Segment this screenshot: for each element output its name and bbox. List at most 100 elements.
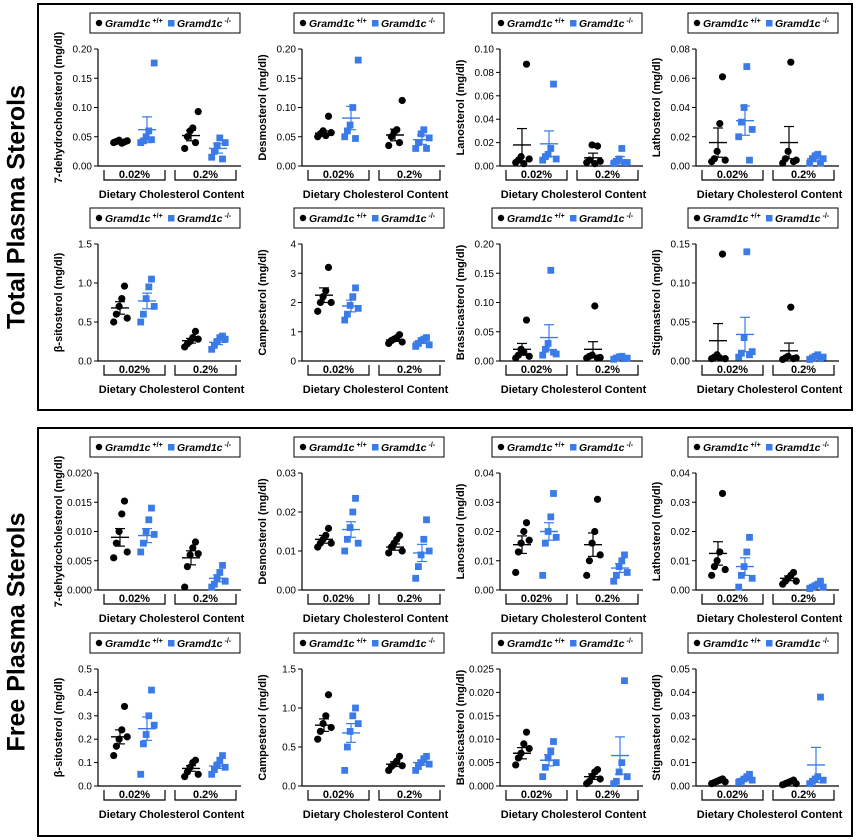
data-point-ko: [544, 754, 552, 762]
category-label: 0.02%: [119, 789, 150, 801]
legend-marker-wt: [497, 19, 505, 27]
legend-box: [89, 436, 241, 458]
legend-marker-ko: [372, 640, 379, 647]
y-tick-label: 0: [290, 357, 296, 368]
data-point-ko: [748, 776, 756, 784]
data-point-wt: [517, 153, 525, 161]
data-point-wt: [191, 756, 200, 764]
y-axis-label: 7-dehydrocholesterol (mg/dl): [53, 455, 65, 607]
legend-superscript: +/+: [153, 213, 163, 220]
x-axis-label: Dietary Cholesterol Content: [501, 809, 647, 821]
data-point-ko: [148, 686, 155, 694]
data-point-ko: [354, 539, 362, 547]
data-point-ko: [349, 104, 357, 111]
data-point-ko: [341, 547, 349, 555]
data-point-ko: [814, 773, 822, 781]
legend-superscript: -/-: [823, 213, 830, 220]
data-point-ko: [140, 137, 147, 145]
legend-marker-wt: [693, 214, 701, 222]
data-point-ko: [341, 767, 349, 774]
legend-box: [687, 632, 839, 654]
y-axis-label: Lathosterol (mg/dl): [651, 57, 663, 157]
chart-15: Gramd1c +/+ Gramd1c -/- 0.000 0.005 0.010 0.015…: [455, 632, 647, 821]
data-point-ko: [412, 145, 420, 152]
data-point-wt: [194, 550, 202, 558]
data-point-wt: [115, 527, 123, 536]
data-point-ko: [352, 284, 359, 292]
data-point-ko: [208, 770, 216, 778]
category-label: 0.2%: [193, 593, 218, 605]
data-point-ko: [746, 770, 753, 778]
y-tick-label: 0.02: [277, 508, 297, 519]
legend-box: [293, 12, 445, 34]
legend-label: Gramd1c -/-: [775, 442, 830, 454]
data-point-wt: [194, 770, 202, 778]
data-point-ko: [420, 535, 428, 543]
y-tick-label: 0.00: [671, 162, 691, 173]
data-point-ko: [539, 571, 547, 579]
legend-marker-wt: [299, 19, 307, 27]
legend-marker-wt: [497, 639, 505, 647]
section-title-total: Total Plasma Sterols: [2, 84, 31, 330]
category-bracket: [103, 365, 166, 376]
data-point-ko: [425, 134, 433, 142]
data-point-ko: [738, 349, 745, 357]
y-tick-label: 0.005: [67, 556, 92, 567]
chart-2: Gramd1c +/+ Gramd1c -/- 0.00 0.05 0.10 0.15 0.20…: [257, 12, 449, 201]
data-point-ko: [341, 316, 349, 324]
legend-label: Gramd1c -/-: [579, 18, 634, 30]
data-point-wt: [512, 761, 520, 769]
y-tick-label: 0.02: [671, 527, 691, 538]
category-label: 0.02%: [323, 169, 354, 181]
data-point-ko: [542, 763, 549, 771]
y-tick-label: 0.0: [78, 782, 92, 793]
data-point-ko: [425, 341, 433, 349]
y-tick-label: 0.000: [469, 782, 494, 793]
data-point-wt: [522, 519, 531, 527]
data-point-ko: [349, 712, 357, 720]
data-point-ko: [150, 721, 158, 729]
y-axis-label: Lanosterol (mg/dl): [455, 483, 467, 579]
y-tick-label: 0.00: [475, 357, 495, 368]
legend-marker-ko: [168, 444, 175, 451]
data-point-wt: [713, 147, 721, 155]
legend-superscript: +/+: [751, 213, 761, 220]
y-tick-label: 0.05: [73, 132, 93, 143]
category-bracket: [307, 790, 370, 801]
data-point-ko: [740, 334, 748, 341]
y-tick-label: 0.01: [277, 547, 297, 558]
category-bracket: [505, 790, 568, 801]
category-bracket: [505, 365, 568, 376]
legend-marker-wt: [95, 639, 103, 647]
data-point-ko: [211, 580, 218, 588]
data-point-wt: [118, 295, 126, 303]
data-point-ko: [219, 562, 226, 569]
data-point-ko: [142, 133, 150, 141]
category-bracket: [103, 594, 166, 605]
legend-marker-wt: [693, 19, 701, 27]
category-bracket: [701, 170, 764, 181]
y-tick-label: 0.10: [73, 103, 93, 114]
data-point-ko: [420, 126, 428, 134]
data-point-ko: [346, 121, 354, 129]
y-axis-label: Stigmasterol (mg/dl): [651, 674, 663, 781]
legend-marker-wt: [95, 19, 103, 27]
y-tick-label: 0.00: [277, 586, 297, 597]
data-point-ko: [550, 80, 557, 88]
y-tick-label: 0.00: [277, 162, 297, 173]
data-point-ko: [618, 145, 626, 152]
y-tick-label: 0.15: [671, 240, 691, 251]
y-tick-label: 0.03: [671, 498, 691, 509]
data-point-wt: [787, 303, 795, 311]
legend-box: [687, 12, 839, 34]
category-label: 0.2%: [193, 364, 218, 376]
y-tick-label: 0.04: [475, 115, 495, 126]
data-point-ko: [352, 135, 359, 142]
data-point-ko: [341, 133, 349, 141]
y-tick-label: 0.10: [277, 103, 297, 114]
legend-marker-ko: [570, 215, 577, 222]
data-point-ko: [544, 150, 552, 158]
data-point-wt: [721, 156, 729, 164]
legend-superscript: +/+: [357, 213, 367, 220]
y-axis-label: β-sitosterol (mg/dl): [53, 677, 65, 777]
